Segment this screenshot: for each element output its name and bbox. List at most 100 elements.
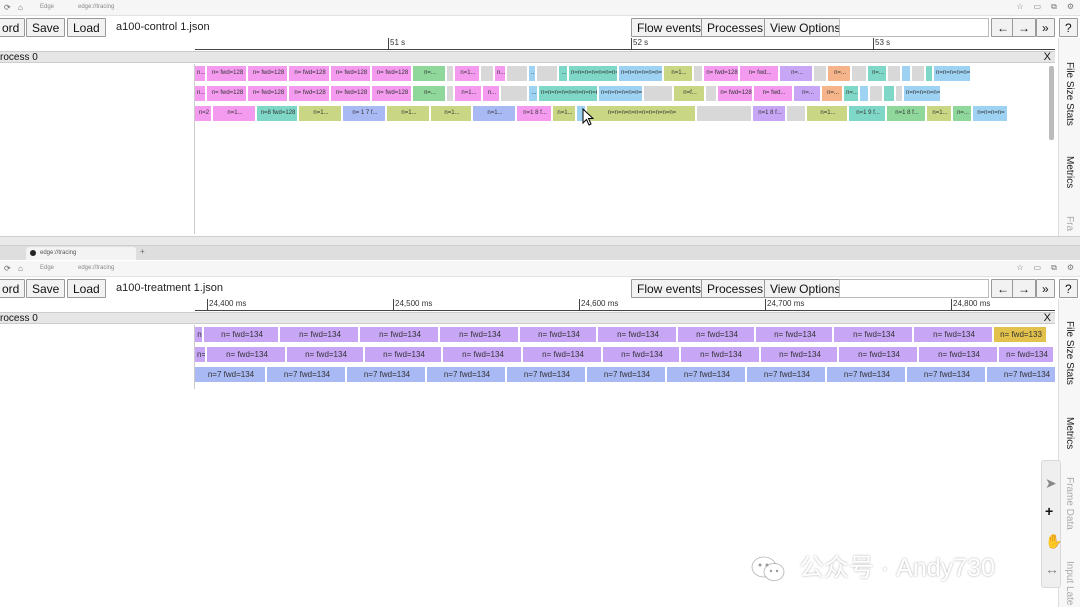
trace-slice[interactable]: n=...: [822, 86, 842, 101]
extensions-icon[interactable]: ⚙: [1066, 2, 1074, 11]
trace-slice[interactable]: n= fwd...: [740, 66, 778, 81]
frame-data-tab[interactable]: Frame Data: [1064, 477, 1075, 530]
trace-slice[interactable]: n=1...: [455, 86, 481, 101]
trace-slice[interactable]: n=n=n=n=n=n=: [619, 66, 662, 81]
extensions-icon[interactable]: ⚙: [1066, 263, 1074, 272]
trace-slice[interactable]: n= fwd=134: [520, 327, 596, 342]
trace-slice[interactable]: n= fwd=134: [914, 327, 992, 342]
trace-slice[interactable]: ...: [529, 86, 537, 101]
vertical-scrollbar[interactable]: [1049, 66, 1054, 140]
save-button[interactable]: Save: [26, 18, 66, 37]
home-icon[interactable]: ⌂: [18, 264, 23, 273]
trace-slice[interactable]: n=1...: [553, 106, 575, 121]
trace-slice[interactable]: [507, 66, 527, 81]
trace-slice[interactable]: n=1...: [299, 106, 341, 121]
trace-slice[interactable]: n=...: [828, 66, 850, 81]
trace-slice[interactable]: n= fwd=134: [280, 327, 358, 342]
trace-slice[interactable]: [870, 86, 882, 101]
flow-events-button[interactable]: Flow events: [631, 279, 708, 298]
trace-slice[interactable]: n= fwd=134: [681, 347, 759, 362]
trace-slice[interactable]: n=7 fwd=134: [987, 367, 1055, 382]
trace-slice[interactable]: n= fwd=128: [704, 66, 738, 81]
trace-slice[interactable]: n=n=n=n=n=: [934, 66, 970, 81]
trace-slice[interactable]: n=2: [195, 106, 211, 121]
trace-slice[interactable]: [644, 86, 672, 101]
trace-slice[interactable]: n=n=n=n=n=n=n=n=n=n=: [587, 106, 695, 121]
trace-slice[interactable]: n=1...: [455, 66, 479, 81]
url-text[interactable]: edge://tracing: [78, 265, 115, 271]
trace-slice[interactable]: n...: [195, 66, 205, 81]
trace-slice[interactable]: n= fwd=134: [678, 327, 754, 342]
trace-slice[interactable]: n= fwd=134: [761, 347, 837, 362]
trace-slice[interactable]: n= fwd=134: [839, 347, 917, 362]
process-header[interactable]: rocess 0 X: [0, 51, 1055, 63]
trace-slice[interactable]: [501, 86, 527, 101]
trace-slice[interactable]: [896, 86, 902, 101]
forward-arrow-button[interactable]: →: [1012, 18, 1036, 37]
trace-slice[interactable]: n= fwd=134: [523, 347, 601, 362]
process-header[interactable]: rocess 0 X: [0, 312, 1055, 324]
record-button[interactable]: ord: [0, 18, 26, 37]
load-button[interactable]: Load: [67, 18, 106, 37]
trace-slice[interactable]: n= fwd=134: [287, 347, 363, 362]
trace-slice[interactable]: n= fwd...: [754, 86, 792, 101]
file-size-stats-tab[interactable]: File Size Stats: [1064, 321, 1075, 385]
trace-slice[interactable]: n=...: [868, 66, 886, 81]
trace-slice[interactable]: n= fwd=134: [440, 327, 518, 342]
trace-slice[interactable]: n=7 fwd=134: [667, 367, 745, 382]
refresh-icon[interactable]: ⟳: [4, 3, 11, 12]
processes-button[interactable]: Processes: [701, 18, 770, 37]
view-options-button[interactable]: View Options: [764, 279, 847, 298]
trace-slice[interactable]: n...: [483, 86, 499, 101]
trace-slice[interactable]: n= fwd=133: [994, 327, 1046, 342]
trace-slice[interactable]: n= fwd=134: [756, 327, 832, 342]
home-icon[interactable]: ⌂: [18, 3, 23, 12]
trace-slice[interactable]: n= fwd=128: [289, 86, 329, 101]
more-button[interactable]: »: [1036, 18, 1055, 37]
trace-slice[interactable]: n=n=n=n=n=n=n=n=n=: [539, 86, 597, 101]
trace-slice[interactable]: [860, 86, 868, 101]
trace-slice[interactable]: n=1...: [431, 106, 471, 121]
trace-slice[interactable]: ...: [529, 66, 535, 81]
collections-icon[interactable]: ⧉: [1051, 263, 1057, 272]
trace-slice[interactable]: n=1...: [927, 106, 951, 121]
trace-slice[interactable]: n= fwd=128: [207, 66, 246, 81]
zoom-in-icon[interactable]: +: [1045, 503, 1054, 519]
trace-slice[interactable]: [537, 66, 557, 81]
trace-slice[interactable]: [814, 66, 826, 81]
pan-hand-icon[interactable]: ✋: [1045, 533, 1063, 549]
trace-slice[interactable]: n= fwd=134: [834, 327, 912, 342]
trace-slice[interactable]: [912, 66, 924, 81]
thread-track[interactable]: n... n= fwd=128 n= fwd=128 n= fwd=128 n= fwd…: [195, 66, 1055, 82]
search-input[interactable]: [839, 18, 989, 37]
processes-button[interactable]: Processes: [701, 279, 770, 298]
trace-slice[interactable]: n=7 fwd=134: [747, 367, 825, 382]
trace-slice[interactable]: n= fwd=128: [289, 66, 329, 81]
trace-slice[interactable]: n: [195, 327, 202, 342]
trace-slice[interactable]: n=7 fwd=134: [507, 367, 585, 382]
trace-slice[interactable]: n=1 8 f...: [887, 106, 925, 121]
trace-slice[interactable]: n= fwd=134: [207, 347, 285, 362]
trace-slice[interactable]: n=8 fwd=128: [257, 106, 297, 121]
trace-slice[interactable]: n= fwd=128: [248, 66, 287, 81]
trace-slice[interactable]: n= 1 7 f...: [343, 106, 385, 121]
trace-slice[interactable]: n=...: [794, 86, 820, 101]
trace-slice[interactable]: n=7 fwd=134: [427, 367, 505, 382]
favorite-icon[interactable]: ☆: [1016, 2, 1024, 11]
trace-slice[interactable]: n= fwd=134: [598, 327, 676, 342]
trace-slice[interactable]: n...: [495, 66, 505, 81]
split-icon[interactable]: ▭: [1033, 2, 1042, 11]
trace-slice[interactable]: n=...: [413, 86, 445, 101]
flow-events-button[interactable]: Flow events: [631, 18, 708, 37]
thread-track[interactable]: n n= fwd=134 n= fwd=134 n= fwd=134 n= fwd=13…: [195, 327, 1055, 343]
collections-icon[interactable]: ⧉: [1051, 2, 1057, 11]
trace-slice[interactable]: n= fwd=128: [248, 86, 287, 101]
select-pointer-icon[interactable]: ➤: [1045, 475, 1057, 491]
close-icon[interactable]: X: [1043, 51, 1051, 63]
thread-track[interactable]: n=7 fwd=134 n=7 fwd=134 n=7 fwd=134 n=7 fwd…: [195, 367, 1055, 383]
load-button[interactable]: Load: [67, 279, 106, 298]
split-icon[interactable]: ▭: [1033, 263, 1042, 272]
address-bar[interactable]: ⟳ ⌂ Edge edge://tracing ☆ ▭ ⧉ ⚙: [0, 0, 1080, 16]
back-arrow-button[interactable]: ←: [991, 279, 1015, 298]
search-input[interactable]: [839, 279, 989, 298]
